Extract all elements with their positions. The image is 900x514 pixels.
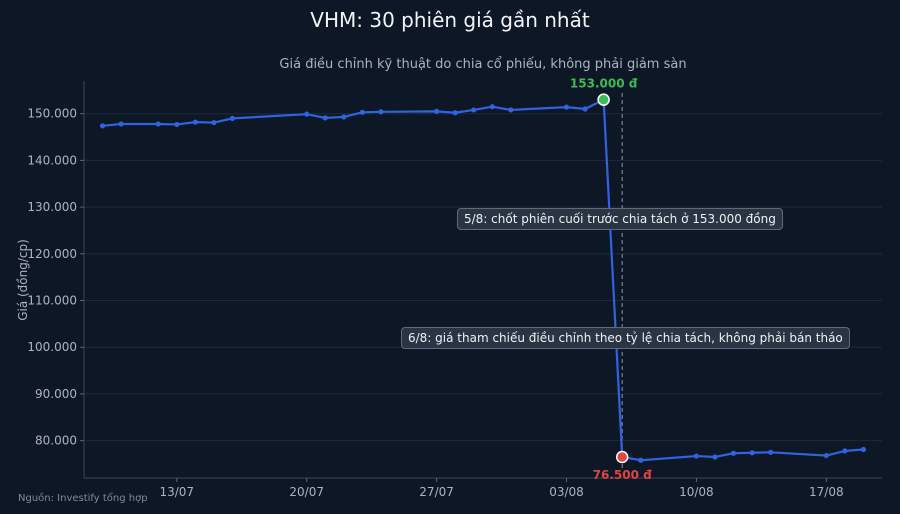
price-point	[823, 452, 829, 459]
price-point	[860, 446, 867, 453]
x-tick-label: 17/08	[809, 485, 844, 499]
annotation-last-session: 5/8: chốt phiên cuối trước chia tách ở 1…	[457, 208, 783, 230]
y-tick-label: 120.000	[27, 247, 77, 261]
price-point	[563, 104, 570, 110]
price-point	[359, 109, 365, 115]
grid-layer	[84, 113, 882, 442]
price-point	[341, 114, 347, 120]
y-ticks: 80.000 90.000 100.000 110.000 120.000 130.000…	[27, 107, 84, 448]
price-point	[378, 109, 384, 115]
price-point	[174, 121, 180, 128]
price-point	[192, 119, 198, 125]
peak-label: 153.000 đ	[570, 77, 638, 91]
y-tick-label: 140.000	[27, 153, 77, 167]
price-point	[211, 119, 217, 126]
price-point	[322, 115, 328, 121]
price-point	[489, 104, 495, 110]
x-ticks: 13/07 20/07 27/07 03/08 10/08 17/08	[159, 478, 844, 499]
chart-subtitle: Giá điều chỉnh kỹ thuật do chia cổ phiếu…	[279, 57, 687, 72]
price-point	[749, 450, 755, 456]
price-point	[730, 450, 737, 456]
price-point	[693, 453, 700, 459]
annotation-reference-adjust: 6/8: giá tham chiếu điều chỉnh theo tỷ l…	[401, 327, 850, 349]
x-tick-label: 27/07	[419, 485, 454, 499]
trough-marker	[615, 450, 629, 464]
price-point	[638, 457, 644, 463]
price-point	[155, 121, 161, 127]
source-note: Nguồn: Investify tổng hợp	[18, 493, 148, 504]
x-tick-label: 03/08	[549, 485, 584, 499]
x-tick-label: 13/07	[159, 485, 194, 499]
price-point	[229, 115, 236, 121]
price-point	[304, 111, 310, 117]
peak-marker	[597, 93, 610, 106]
y-tick-label: 100.000	[27, 340, 77, 354]
highlight-layer: 153.000 đ 76.500 đ	[570, 77, 652, 482]
chart-title: VHM: 30 phiên giá gần nhất	[310, 8, 590, 32]
price-point	[712, 454, 718, 460]
y-tick-label: 80.000	[35, 434, 77, 448]
x-tick-label: 20/07	[289, 485, 324, 499]
price-point	[99, 123, 106, 129]
y-tick-label: 150.000	[27, 107, 77, 121]
price-point	[118, 121, 124, 127]
price-point	[768, 449, 774, 455]
y-tick-label: 90.000	[35, 387, 77, 401]
x-tick-label: 10/08	[679, 485, 714, 499]
y-axis-label: Giá (đồng/cp)	[16, 239, 30, 321]
price-point	[434, 108, 440, 114]
y-tick-label: 110.000	[27, 294, 77, 308]
price-point	[842, 448, 848, 454]
y-tick-label: 130.000	[27, 200, 77, 214]
price-point	[452, 110, 458, 116]
price-line	[102, 98, 864, 462]
price-point	[471, 107, 477, 113]
price-point	[582, 106, 588, 112]
price-point	[508, 107, 514, 113]
trough-label: 76.500 đ	[593, 468, 652, 482]
series-layer	[99, 97, 867, 463]
